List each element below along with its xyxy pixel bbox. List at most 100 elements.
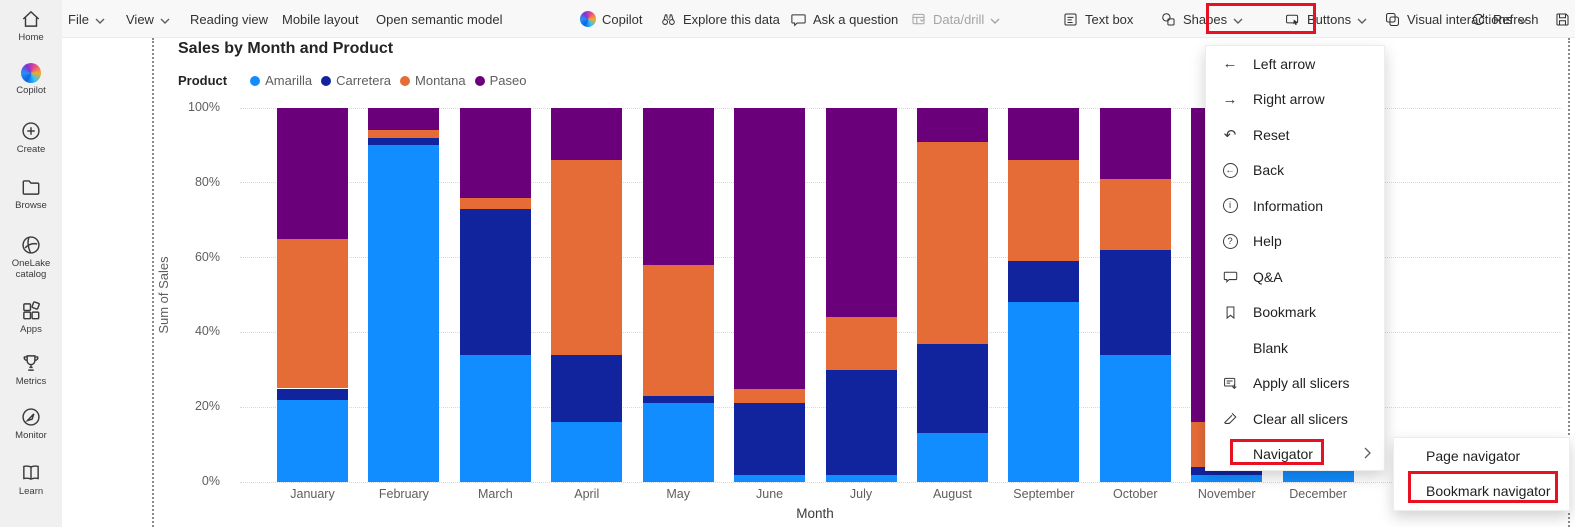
bar-segment-december-amarilla[interactable] (1282, 470, 1354, 482)
legend-item-carretera[interactable]: Carretera (321, 73, 391, 88)
menu-item-bookmark[interactable]: Bookmark (1206, 295, 1384, 331)
bar-segment-october-amarilla[interactable] (1099, 354, 1171, 482)
chevron-down-icon (1357, 12, 1367, 27)
bar-segment-march-montana[interactable] (459, 197, 531, 209)
bar-segment-may-montana[interactable] (642, 265, 714, 396)
buttons-menu[interactable]: Buttons (1284, 0, 1367, 38)
menu-item-reset[interactable]: ↶ Reset (1206, 117, 1384, 153)
refresh-icon (1472, 13, 1485, 25)
refresh-button[interactable]: Refresh (1470, 0, 1539, 38)
data-drill-menu[interactable]: Data/drill (910, 0, 1000, 38)
bar-segment-june-carretera[interactable] (734, 403, 806, 475)
legend-item-amarilla[interactable]: Amarilla (250, 73, 312, 88)
bar-segment-june-paseo[interactable] (734, 108, 806, 389)
sidebar-item-learn[interactable]: Learn (0, 462, 62, 498)
sidebar-item-onelake-catalog[interactable]: OneLake catalog (0, 234, 62, 281)
visual-interactions-menu[interactable]: Visual interactions (1384, 0, 1528, 38)
file-menu[interactable]: File (68, 0, 105, 38)
bar-segment-april-montana[interactable] (551, 160, 623, 355)
reading-view-button[interactable]: Reading view (190, 11, 269, 27)
bar-segment-august-paseo[interactable] (916, 108, 988, 142)
bar-segment-february-amarilla[interactable] (368, 145, 440, 482)
left-nav-sidebar: Home Copilot Create Browse OneLake catal… (0, 0, 62, 527)
sidebar-item-copilot[interactable]: Copilot (0, 63, 62, 97)
menu-item-qa[interactable]: Q&A (1206, 259, 1384, 295)
bar-segment-march-carretera[interactable] (459, 208, 531, 355)
binoculars-icon (662, 13, 675, 25)
x-axis-title: Month (796, 506, 834, 521)
shapes-menu[interactable]: Shapes (1160, 0, 1243, 38)
legend-item-montana[interactable]: Montana (400, 73, 466, 88)
bar-segment-april-amarilla[interactable] (551, 422, 623, 482)
clear-all-slicers-icon (1220, 410, 1240, 427)
bar-segment-april-paseo[interactable] (551, 108, 623, 161)
sidebar-item-home[interactable]: Home (0, 8, 62, 44)
sidebar-item-metrics[interactable]: Metrics (0, 352, 62, 388)
bar-segment-march-paseo[interactable] (459, 108, 531, 198)
text-box-button[interactable]: Text box (1062, 0, 1133, 38)
menu-item-navigator[interactable]: Navigator (1206, 437, 1384, 473)
view-menu[interactable]: View (126, 0, 170, 38)
sidebar-item-browse[interactable]: Browse (0, 176, 62, 212)
bar-segment-april-carretera[interactable] (551, 354, 623, 423)
sidebar-item-apps[interactable]: Apps (0, 300, 62, 336)
bar-segment-july-amarilla[interactable] (825, 474, 897, 482)
page-right-boundary (1568, 38, 1570, 527)
bar-segment-october-carretera[interactable] (1099, 250, 1171, 355)
bar-segment-january-paseo[interactable] (277, 108, 348, 239)
y-axis-tick-label: 40% (194, 324, 220, 339)
chevron-down-icon (1518, 12, 1528, 27)
bar-segment-january-carretera[interactable] (277, 388, 348, 400)
bar-segment-january-montana[interactable] (277, 238, 348, 389)
bar-segment-october-montana[interactable] (1099, 179, 1171, 251)
explore-this-data-button[interactable]: Explore this data (660, 0, 780, 38)
bar-segment-august-montana[interactable] (916, 141, 988, 344)
bar-segment-august-carretera[interactable] (916, 343, 988, 434)
bar-segment-july-montana[interactable] (825, 317, 897, 370)
bar-segment-june-montana[interactable] (734, 388, 806, 404)
mobile-layout-button[interactable]: Mobile layout (282, 11, 359, 27)
bar-segment-february-montana[interactable] (368, 130, 440, 138)
bar-segment-may-carretera[interactable] (642, 395, 714, 404)
menu-item-back[interactable]: ← Back (1206, 153, 1384, 189)
sidebar-item-create[interactable]: Create (0, 120, 62, 156)
menu-item-bookmark-navigator[interactable]: Bookmark navigator (1426, 483, 1551, 500)
legend-item-paseo[interactable]: Paseo (474, 73, 526, 88)
bar-segment-june-amarilla[interactable] (734, 474, 806, 482)
menu-item-clear-all-slicers[interactable]: Clear all slicers (1206, 401, 1384, 437)
bar-segment-august-amarilla[interactable] (916, 433, 988, 482)
bar-segment-may-amarilla[interactable] (642, 403, 714, 482)
bar-segment-september-montana[interactable] (1008, 160, 1080, 262)
y-axis-tick-label: 20% (194, 399, 220, 414)
menu-item-left-arrow[interactable]: ← Left arrow (1206, 46, 1384, 82)
gridline (240, 107, 1562, 109)
bar-segment-september-carretera[interactable] (1008, 261, 1080, 303)
sidebar-item-monitor[interactable]: Monitor (0, 406, 62, 442)
bar-segment-july-paseo[interactable] (825, 108, 897, 318)
menu-item-page-navigator[interactable]: Page navigator (1426, 447, 1521, 464)
bar-segment-january-amarilla[interactable] (277, 399, 348, 482)
menu-item-information[interactable]: i Information (1206, 188, 1384, 224)
bar-segment-september-paseo[interactable] (1008, 108, 1080, 161)
save-button[interactable] (1554, 0, 1571, 38)
menu-item-apply-all-slicers[interactable]: Apply all slicers (1206, 366, 1384, 402)
menu-item-right-arrow[interactable]: → Right arrow (1206, 82, 1384, 118)
bookmark-icon (1220, 304, 1240, 321)
open-semantic-model-button[interactable]: Open semantic model (376, 11, 503, 27)
copilot-button[interactable]: Copilot (580, 0, 642, 38)
bar-segment-november-amarilla[interactable] (1191, 474, 1263, 482)
bar-segment-february-carretera[interactable] (368, 137, 440, 146)
ask-a-question-button[interactable]: Ask a question (790, 0, 898, 38)
page-left-boundary (152, 38, 154, 527)
bar-segment-may-paseo[interactable] (642, 108, 714, 266)
bar-segment-october-paseo[interactable] (1099, 108, 1171, 180)
browse-folder-icon (22, 180, 40, 195)
chevron-down-icon (1233, 12, 1243, 27)
bar-segment-july-carretera[interactable] (825, 369, 897, 475)
menu-item-blank[interactable]: Blank (1253, 339, 1289, 356)
menu-item-help[interactable]: ? Help (1206, 224, 1384, 260)
bar-segment-march-amarilla[interactable] (459, 354, 531, 482)
submenu-chevron-right-icon (1364, 446, 1372, 462)
bar-segment-february-paseo[interactable] (368, 108, 440, 131)
bar-segment-september-amarilla[interactable] (1008, 302, 1080, 482)
